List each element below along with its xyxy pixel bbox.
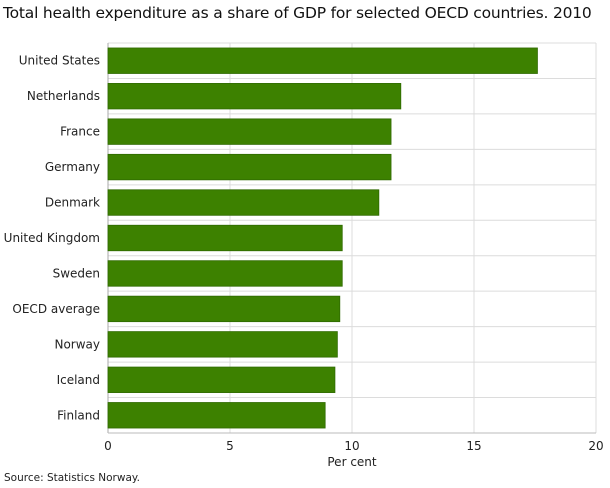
y-category-label: Sweden (53, 266, 100, 280)
y-category-label: Netherlands (27, 89, 100, 103)
x-tick-label: 5 (226, 439, 234, 453)
bar (107, 331, 338, 358)
y-category-label: Finland (57, 408, 100, 422)
y-category-label: United States (19, 54, 100, 68)
bar (107, 153, 392, 181)
y-category-label: Norway (54, 337, 100, 351)
bar (107, 83, 402, 110)
x-axis-title: Per cent (327, 455, 377, 469)
x-tick-label: 0 (104, 439, 112, 453)
bar (107, 118, 392, 145)
y-category-label: Germany (45, 160, 100, 174)
bar (107, 47, 538, 74)
chart-title: Total health expenditure as a share of G… (3, 4, 592, 22)
bar (107, 260, 343, 287)
bar (107, 189, 380, 216)
source-note: Source: Statistics Norway. (4, 472, 140, 484)
bar (107, 366, 336, 393)
bar (107, 295, 341, 323)
bar (107, 224, 343, 252)
x-tick-label: 20 (588, 439, 603, 453)
y-category-label: United Kingdom (4, 231, 100, 245)
x-tick-label: 15 (466, 439, 481, 453)
y-category-label: Iceland (57, 373, 100, 387)
y-category-label: France (60, 125, 100, 139)
x-tick-label: 10 (344, 439, 359, 453)
y-category-label: Denmark (45, 196, 100, 210)
bar (107, 402, 326, 429)
y-category-label: OECD average (12, 302, 100, 316)
